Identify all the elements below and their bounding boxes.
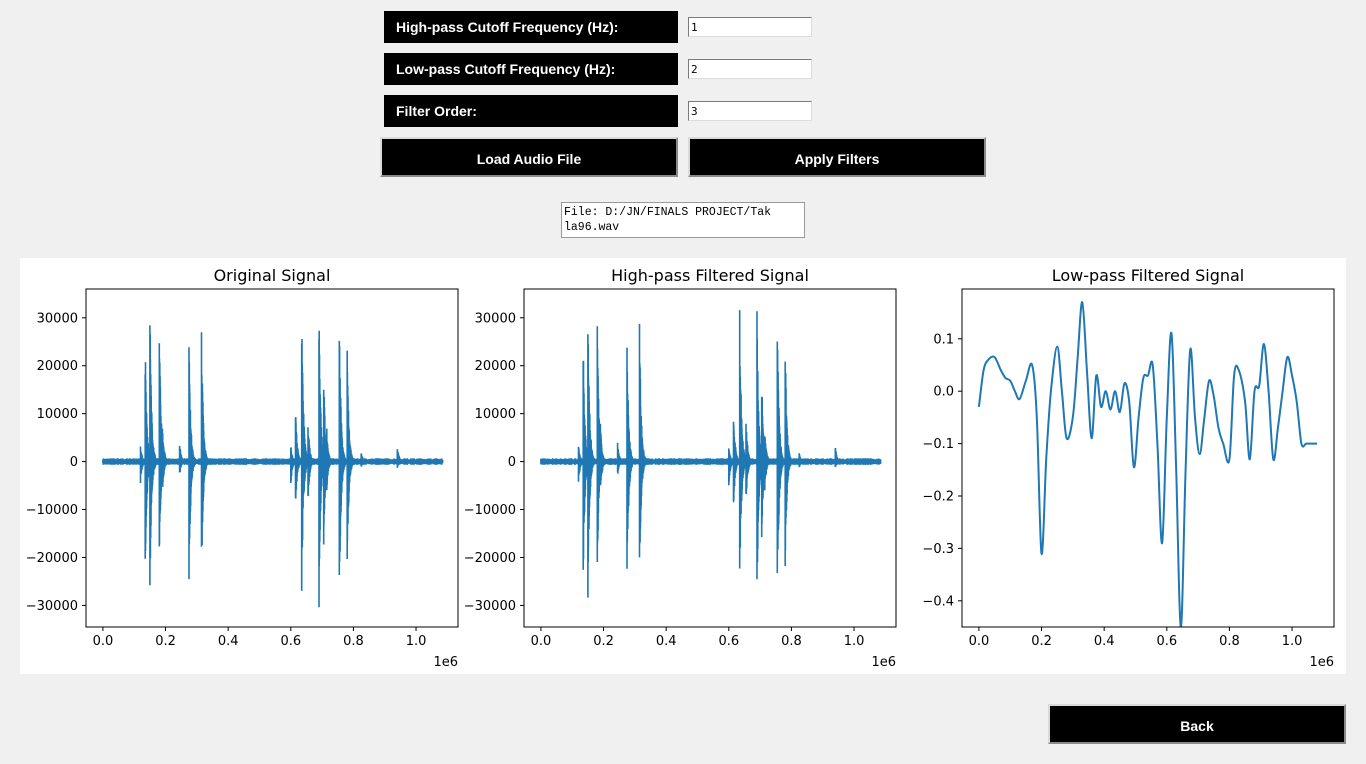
x-tick-label: 0.4 <box>656 634 677 649</box>
y-tick-label: 20000 <box>475 359 516 374</box>
x-tick-label: 0.4 <box>218 634 239 649</box>
x-tick-label: 1.0 <box>1282 634 1303 649</box>
signal-burst <box>200 332 213 547</box>
x-tick-label: 1.0 <box>844 634 865 649</box>
y-tick-label: −10000 <box>464 503 516 518</box>
y-tick-label: −0.3 <box>922 542 954 557</box>
lowpass-cutoff-input[interactable] <box>688 59 812 79</box>
x-offset-label: 1e6 <box>433 655 458 670</box>
back-button[interactable]: Back <box>1048 704 1346 744</box>
signal-burst <box>326 428 339 491</box>
signal-burst <box>346 350 359 559</box>
signal-burst <box>784 361 797 566</box>
chart-2: High-pass Filtered Signal 0.0 0.2 0.4 0.6 0.8… <box>464 266 897 670</box>
axes-frame <box>961 288 1335 628</box>
signal-burst <box>188 347 201 580</box>
x-offset-label: 1e6 <box>1309 655 1334 670</box>
x-tick-label: 0.6 <box>280 634 301 649</box>
y-tick-label: −0.2 <box>922 489 954 504</box>
file-path-display: File: D:/JN/FINALS PROJECT/Tak la96.wav <box>561 202 805 238</box>
x-tick-label: 0.8 <box>781 634 802 649</box>
y-tick-label: −30000 <box>26 599 78 614</box>
signal-burst <box>745 423 758 495</box>
y-tick-label: 30000 <box>37 311 78 326</box>
signal-burst <box>798 453 809 468</box>
plot-area <box>977 301 1318 627</box>
y-tick-label: −20000 <box>26 551 78 566</box>
y-tick-label: 0 <box>508 455 516 470</box>
x-tick-label: 0.0 <box>531 634 552 649</box>
signal-burst <box>158 343 171 547</box>
x-tick-label: 1.0 <box>406 634 427 649</box>
signal-burst <box>360 453 371 467</box>
x-offset-label: 1e6 <box>871 655 896 670</box>
signal-burst <box>638 323 651 558</box>
y-tick-label: −30000 <box>464 599 516 614</box>
x-tick-label: 0.8 <box>343 634 364 649</box>
y-tick-label: 20000 <box>37 359 78 374</box>
apply-filters-button[interactable]: Apply Filters <box>688 137 986 177</box>
signal-line <box>977 301 1318 627</box>
filter-order-input[interactable] <box>688 101 812 121</box>
highpass-cutoff-input[interactable] <box>688 17 812 37</box>
x-tick-label: 0.4 <box>1094 634 1115 649</box>
signal-burst <box>161 428 174 487</box>
y-tick-label: 0 <box>70 455 78 470</box>
x-tick-label: 0.6 <box>1156 634 1177 649</box>
y-tick-label: −0.4 <box>922 594 954 609</box>
y-tick-label: 10000 <box>37 407 78 422</box>
y-tick-label: 0.0 <box>933 385 954 400</box>
x-tick-label: 0.0 <box>93 634 114 649</box>
signal-burst <box>596 326 609 562</box>
chart-3: Low-pass Filtered Signal 0.0 0.2 0.4 0.6 0.8 1… <box>922 266 1335 670</box>
x-tick-label: 0.6 <box>718 634 739 649</box>
x-tick-label: 0.2 <box>155 634 176 649</box>
chart-1: Original Signal 0.0 0.2 0.4 0.6 0.8 1.0 1e6 3000… <box>26 266 459 670</box>
signal-burst <box>738 310 752 569</box>
x-tick-label: 0.8 <box>1219 634 1240 649</box>
chart-title: Low-pass Filtered Signal <box>1052 266 1245 285</box>
axes-frame <box>523 288 897 628</box>
signal-burst <box>764 436 776 491</box>
y-tick-label: −0.1 <box>922 437 954 452</box>
signal-burst <box>307 427 320 497</box>
plot-area <box>540 310 882 598</box>
signal-burst <box>626 347 639 569</box>
y-tick-label: 10000 <box>475 407 516 422</box>
load-audio-file-button[interactable]: Load Audio File <box>380 137 678 177</box>
x-tick-label: 0.2 <box>1031 634 1052 649</box>
y-tick-label: −20000 <box>464 551 516 566</box>
lowpass-cutoff-label: Low-pass Cutoff Frequency (Hz): <box>384 53 678 85</box>
chart-title: Original Signal <box>214 266 331 285</box>
y-tick-label: −10000 <box>26 503 78 518</box>
y-tick-label: 0.1 <box>933 332 954 347</box>
y-tick-label: 30000 <box>475 311 516 326</box>
x-tick-label: 0.0 <box>969 634 990 649</box>
signal-burst <box>834 448 846 468</box>
signal-burst <box>396 449 408 468</box>
filter-order-label: Filter Order: <box>384 95 678 127</box>
plot-area <box>102 325 444 608</box>
x-tick-label: 0.2 <box>593 634 614 649</box>
chart-title: High-pass Filtered Signal <box>611 266 809 285</box>
plot-figure: Original Signal 0.0 0.2 0.4 0.6 0.8 1.0 1e6 3000… <box>20 258 1346 674</box>
plots-canvas: Original Signal 0.0 0.2 0.4 0.6 0.8 1.0 1e6 3000… <box>26 266 1335 670</box>
axes-frame <box>85 288 459 628</box>
highpass-cutoff-label: High-pass Cutoff Frequency (Hz): <box>384 11 678 43</box>
signal-burst <box>599 423 612 486</box>
